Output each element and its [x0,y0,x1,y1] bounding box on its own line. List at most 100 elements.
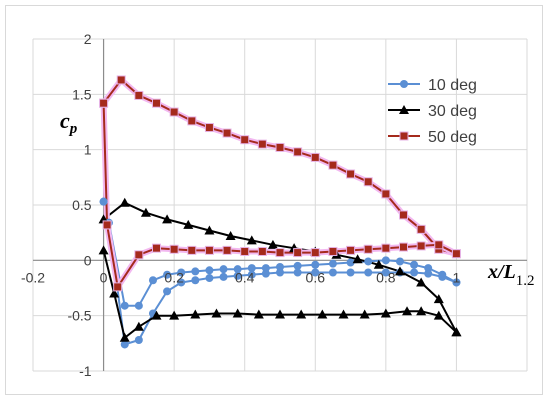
series-30-deg-point [380,308,391,318]
series-10-deg-point [328,259,337,268]
series-30-deg-point [109,288,120,298]
series-10-deg-point [276,268,284,277]
series-10-deg-point [410,268,419,277]
series-50-deg-point [434,240,444,250]
series-50-deg-point [416,224,426,234]
series-30-deg-point [183,219,194,229]
series-50-deg-point [346,169,356,179]
series-10-deg-point [205,274,214,283]
legend-label: 10 deg [428,77,477,94]
series-30-deg-point [190,309,201,319]
series-30-deg-point [296,309,307,319]
series-10-deg-point [311,268,320,277]
series-10-deg-point [346,258,355,267]
legend-label: 30 deg [428,103,477,120]
x-tick-label: 0.4 [235,269,255,285]
series-10-deg-point [452,278,461,287]
x-axis-label-sub: 1.2 [516,273,535,289]
series-50-deg-point [134,90,144,100]
series-50-deg-point [381,189,391,199]
series-50-deg-point [257,139,267,149]
series-10-deg-point [219,265,228,274]
series-10-deg-point [177,268,186,277]
series-10-deg-point [364,257,373,266]
series-30-deg-point [253,309,264,319]
series-10-deg-point [205,266,214,275]
series-50-deg-point [187,116,197,126]
y-axis-label-sub: p [68,121,78,137]
series-10-deg-point [293,261,302,270]
chart-frame: -0.2 0 0.2 0.4 0.6 0.8 1 -1 -0.5 0 0.5 1 1.5 2 cp x/L… [5,5,543,395]
series-30-deg-point [133,321,144,331]
series-10-deg-point [276,262,284,271]
x-tick-label: 0 [100,269,108,285]
series-50-deg-point [187,245,197,255]
series-30-deg-point [204,225,215,235]
series-30-deg-point [225,230,236,240]
series-10-deg-point [261,269,270,278]
legend-marker-30-deg [399,105,409,114]
series-50-deg-point [275,248,285,258]
series-50-deg-point [222,128,232,138]
series-30-deg-point [98,245,109,255]
series-10-deg-point [191,267,200,276]
series-10-deg-point [410,260,419,269]
series-30-deg-point [359,309,370,319]
series-50-deg-point [451,249,461,259]
series-30-deg-point [275,309,285,319]
series-30-deg-point [140,207,151,217]
series-30-deg-point [267,239,278,249]
series-50-deg-point [275,142,285,152]
series-30-deg-point [416,306,427,316]
y-tick-label: 1.5 [72,86,92,102]
legend-marker-50-deg [399,131,409,141]
y-tick-label: 0 [84,252,92,268]
series-50-deg-point [381,243,391,253]
series-10-deg-point [233,271,242,280]
series-30-deg-point [433,294,444,304]
legend-marker-10-deg [400,80,408,88]
series-10-deg-point [381,268,390,277]
x-axis-label: x/L1.2 [487,261,535,289]
cp-distribution-chart: -0.2 0 0.2 0.4 0.6 0.8 1 -1 -0.5 0 0.5 1 1.5 2 cp x/L… [21,31,535,379]
series-30-deg-point [416,277,427,287]
y-tick-label: 0.5 [72,197,92,213]
series-markers [98,75,462,349]
series-10-deg-point [247,264,256,273]
series-10-deg-point [134,336,143,345]
series-50-deg-point [416,241,426,251]
y-axis-label-main: c [60,108,70,133]
series-50-deg-point [204,123,214,133]
series-10-deg-point [247,270,256,279]
series-10-deg-point [134,301,143,310]
series-50-deg-point [240,246,250,256]
series-10-deg-point [120,301,129,310]
series-50-deg-point [310,248,320,258]
series-30-deg-point [151,310,162,320]
series-10-deg-point [346,268,355,277]
series-10-deg-point [148,276,157,285]
series-50-deg-point [169,244,179,254]
series-50-deg-point [152,243,161,253]
series-30-deg-point [246,235,257,245]
series-50-deg-point [363,177,373,187]
series-30-deg-point [211,308,222,318]
x-tick-label: -0.2 [21,269,45,285]
legend-label: 50 deg [428,129,477,146]
series-10-deg-point [191,276,200,285]
x-tick-label: 0.6 [306,269,326,285]
series-10-deg-point [381,256,390,265]
x-axis-label-main: x/L [487,261,516,283]
series-10-deg-point [293,268,302,277]
x-tick-label: 0.2 [164,269,184,285]
series-30-deg-point [373,259,384,269]
series-50-deg-point [134,250,144,260]
series-30-deg-point [169,310,180,320]
series-50-deg-point [328,246,338,256]
y-tick-label: 2 [84,31,92,47]
series-10-deg-point [364,268,373,277]
series-50-deg-point [293,147,303,157]
series-30-deg-point [394,266,405,276]
series-50-deg-lower-glow [100,103,458,290]
series-30-deg-point [338,309,349,319]
